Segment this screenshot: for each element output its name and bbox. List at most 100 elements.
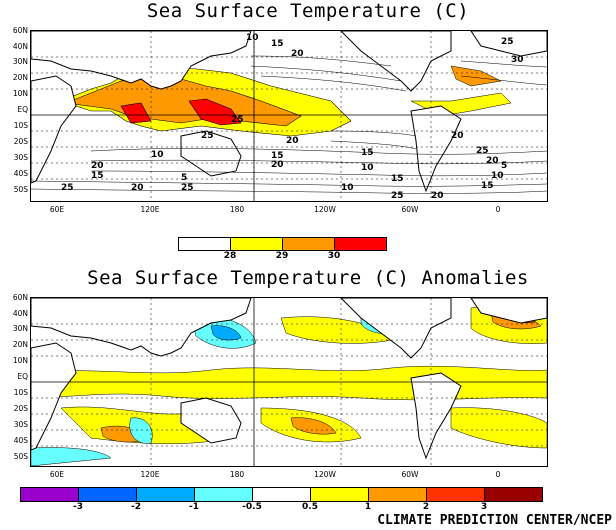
lat-label: 20S <box>13 137 28 146</box>
lat-label: 10N <box>12 89 28 98</box>
continent-europe <box>470 31 547 57</box>
contour-label: 15 <box>481 181 494 191</box>
continent-south-america <box>410 105 462 193</box>
colorbar-label: 3 <box>480 502 488 512</box>
lat-label: 60N <box>12 293 28 302</box>
continent-north-america <box>340 31 452 92</box>
lon-label: 180 <box>229 205 245 214</box>
lat-label: EQ <box>17 105 28 114</box>
warm-red-core <box>188 98 242 126</box>
lat-label: 30N <box>12 324 28 333</box>
lon-label: 0 <box>495 470 501 479</box>
colorbar-swatch <box>137 488 195 501</box>
lon-label: 60W <box>401 470 419 479</box>
lon-label: 60W <box>401 205 419 214</box>
lon-label: 180 <box>229 470 245 479</box>
anomaly-map <box>30 297 548 467</box>
colorbar-label: 1 <box>364 502 372 512</box>
contour-label: 15 <box>271 151 284 161</box>
anom-cyan-so <box>31 447 112 466</box>
colorbar-swatch <box>369 488 427 501</box>
credit-line: CLIMATE PREDICTION CENTER/NCEP <box>377 513 612 528</box>
lat-label: 40S <box>13 436 28 445</box>
lat-label: EQ <box>17 372 28 381</box>
continent-australia <box>180 130 242 177</box>
contour-label: 15 <box>391 174 404 184</box>
contour-label: 10 <box>341 183 354 193</box>
lat-label: 40N <box>12 42 28 51</box>
contour-label: 20 <box>271 160 284 170</box>
contour-label: 25 <box>61 183 74 193</box>
colorbar-swatch <box>485 488 542 501</box>
colorbar-swatch <box>179 238 231 250</box>
colorbar-label: 0.5 <box>302 502 318 512</box>
sst-map: 10 15 20 25 30 25 20 15 10 5 25 20 25 20 15 10 15 20 25 20 2… <box>30 30 548 202</box>
anomaly-colorbar <box>20 487 543 502</box>
lat-label: 40S <box>13 169 28 178</box>
colorbar-label: -2 <box>131 502 141 512</box>
contour-label: 15 <box>271 39 284 49</box>
lon-label: 60E <box>49 205 65 214</box>
contour-label: 20 <box>486 156 499 166</box>
colorbar-label: -0.5 <box>242 502 262 512</box>
lat-label: 10S <box>13 121 28 130</box>
contour-label: 10 <box>246 33 259 43</box>
colorbar-swatch <box>21 488 79 501</box>
contour-label: 20 <box>451 131 464 141</box>
colorbar-swatch <box>253 488 311 501</box>
continent-africa <box>31 75 77 184</box>
contour-label: 15 <box>91 171 104 181</box>
contour-label: 20 <box>291 49 304 59</box>
anomaly-map-graphic <box>31 298 547 466</box>
lon-label: 60E <box>49 470 65 479</box>
colorbar-label: 30 <box>327 251 341 261</box>
lat-label: 30S <box>13 153 28 162</box>
colorbar-label: 2 <box>422 502 430 512</box>
lon-label: 120W <box>314 470 336 479</box>
contour-label: 10 <box>361 163 374 173</box>
contour-label: 15 <box>361 148 374 158</box>
colorbar-label: 28 <box>223 251 237 261</box>
lon-label: 120E <box>140 470 160 479</box>
contour-label: 25 <box>201 131 214 141</box>
contour-label: 20 <box>286 136 299 146</box>
lon-label: 0 <box>495 205 501 214</box>
lat-label: 10S <box>13 388 28 397</box>
contour-label: 20 <box>131 183 144 193</box>
lat-label: 30N <box>12 57 28 66</box>
contour-label: 5 <box>181 173 188 183</box>
colorbar-swatch <box>311 488 369 501</box>
contour-label: 25 <box>391 191 404 201</box>
sst-title: Sea Surface Temperature (C) <box>146 0 470 22</box>
anom-yellow-eq <box>31 365 547 401</box>
lat-label: 40N <box>12 309 28 318</box>
anom-blue-wpac <box>210 325 242 341</box>
lat-label: 50S <box>13 452 28 461</box>
lat-label: 20N <box>12 73 28 82</box>
contour-label: 25 <box>181 183 194 193</box>
contour-label: 25 <box>501 37 514 47</box>
warm-yellow-atlantic <box>450 65 502 87</box>
colorbar-label: -3 <box>73 502 83 512</box>
colorbar-swatch <box>335 238 386 250</box>
lat-label: 20S <box>13 404 28 413</box>
colorbar-label: 29 <box>275 251 289 261</box>
contour-label: 10 <box>491 171 504 181</box>
colorbar-swatch <box>79 488 137 501</box>
colorbar-swatch <box>195 488 253 501</box>
sst-map-graphic <box>31 31 547 201</box>
colorbar-label: -1 <box>189 502 199 512</box>
lat-label: 50S <box>13 185 28 194</box>
lon-label: 120E <box>140 205 160 214</box>
colorbar-swatch <box>231 238 283 250</box>
lat-label: 10N <box>12 356 28 365</box>
contour-label: 25 <box>476 146 489 156</box>
colorbar-swatch <box>283 238 335 250</box>
contour-label: 10 <box>151 150 164 160</box>
sst-colorbar <box>178 237 387 251</box>
contour-label: 20 <box>91 161 104 171</box>
lat-label: 30S <box>13 420 28 429</box>
lat-label: 20N <box>12 340 28 349</box>
contour-label: 20 <box>431 191 444 201</box>
contour-label: 5 <box>501 161 508 171</box>
